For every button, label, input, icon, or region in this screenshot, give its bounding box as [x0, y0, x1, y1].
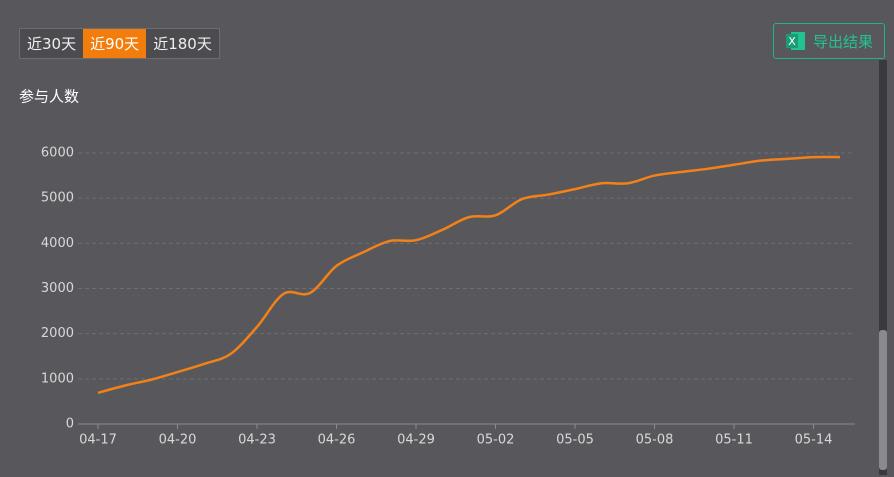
export-button[interactable]: X 导出结果 — [773, 23, 885, 59]
y-tick-label: 3000 — [41, 281, 74, 296]
scrollbar — [879, 60, 887, 475]
y-tick-label: 6000 — [41, 146, 74, 161]
tab[interactable]: 近30天 — [20, 29, 84, 58]
x-tick-label: 04-23 — [238, 433, 276, 448]
range-tabs: 近30天 近90天 近180天 — [19, 28, 220, 59]
x-tick-label: 04-26 — [318, 433, 356, 448]
export-label: 导出结果 — [812, 32, 873, 51]
line — [97, 155, 841, 395]
chart: 参与人数 0 1000 2000 3000 4000 5000 6000 04-17 04-20… — [19, 88, 855, 448]
y-tick-label: 5000 — [41, 191, 74, 206]
y-axis-label: 参与人数 — [19, 88, 79, 106]
x-tick-label: 04-20 — [159, 433, 197, 448]
x-tick-label: 05-02 — [477, 433, 515, 448]
x-tick-label: 05-08 — [636, 433, 674, 448]
y-tick-label: 0 — [66, 417, 74, 432]
x-tick-label: 04-17 — [79, 433, 117, 448]
x-tick-label: 04-29 — [397, 433, 435, 448]
scrollbar-thumb — [879, 330, 887, 470]
y-tick-label: 2000 — [41, 326, 74, 341]
tab[interactable]: 近180天 — [146, 29, 219, 58]
excel-icon: X — [785, 32, 805, 50]
svg-text:X: X — [788, 35, 796, 48]
x-tick-label: 05-11 — [715, 433, 753, 448]
x-tick-label: 05-14 — [795, 433, 833, 448]
x-tick-label: 05-05 — [556, 433, 594, 448]
tab[interactable]: 近90天 — [83, 29, 147, 58]
y-tick-label: 4000 — [41, 236, 74, 251]
y-tick-label: 1000 — [41, 371, 74, 386]
